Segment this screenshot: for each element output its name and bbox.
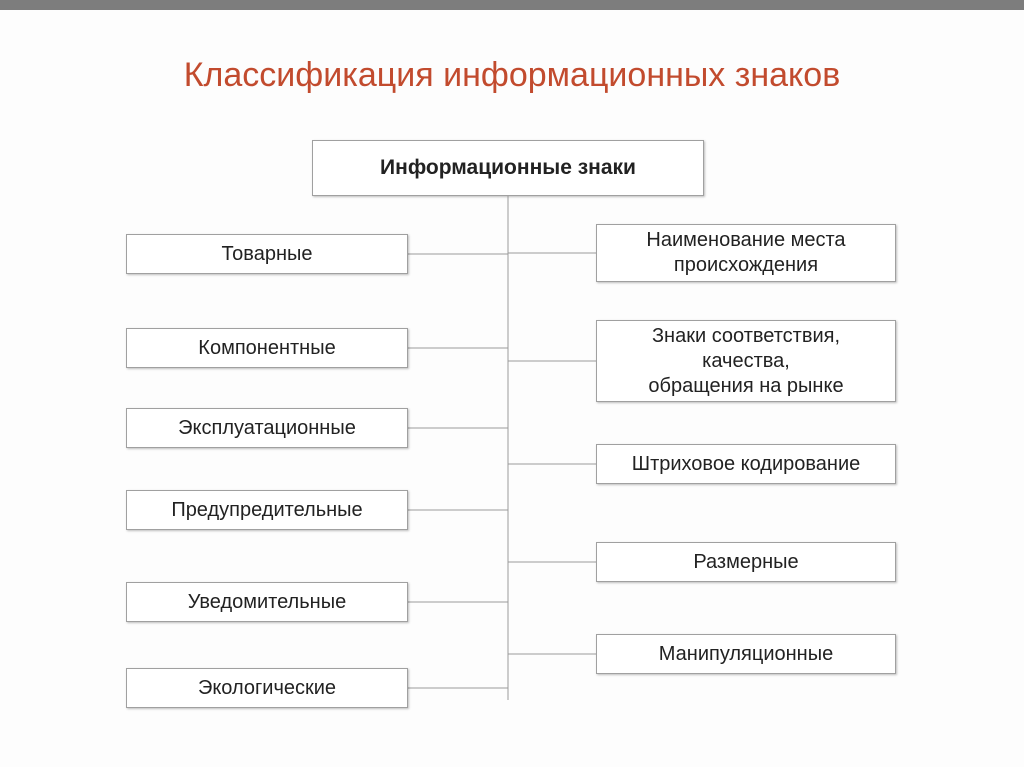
left-node: Эксплуатационные: [126, 408, 408, 448]
left-node: Компонентные: [126, 328, 408, 368]
root-node: Информационные знаки: [312, 140, 704, 196]
right-node: Знаки соответствия, качества, обращения …: [596, 320, 896, 402]
left-node: Уведомительные: [126, 582, 408, 622]
right-node: Наименование места происхождения: [596, 224, 896, 282]
page-title: Классификация информационных знаков: [0, 56, 1024, 95]
left-node: Экологические: [126, 668, 408, 708]
top-band: [0, 0, 1024, 10]
right-node: Размерные: [596, 542, 896, 582]
root-node-label: Информационные знаки: [380, 156, 636, 180]
left-node: Товарные: [126, 234, 408, 274]
right-node: Манипуляционные: [596, 634, 896, 674]
left-node: Предупредительные: [126, 490, 408, 530]
right-node: Штриховое кодирование: [596, 444, 896, 484]
